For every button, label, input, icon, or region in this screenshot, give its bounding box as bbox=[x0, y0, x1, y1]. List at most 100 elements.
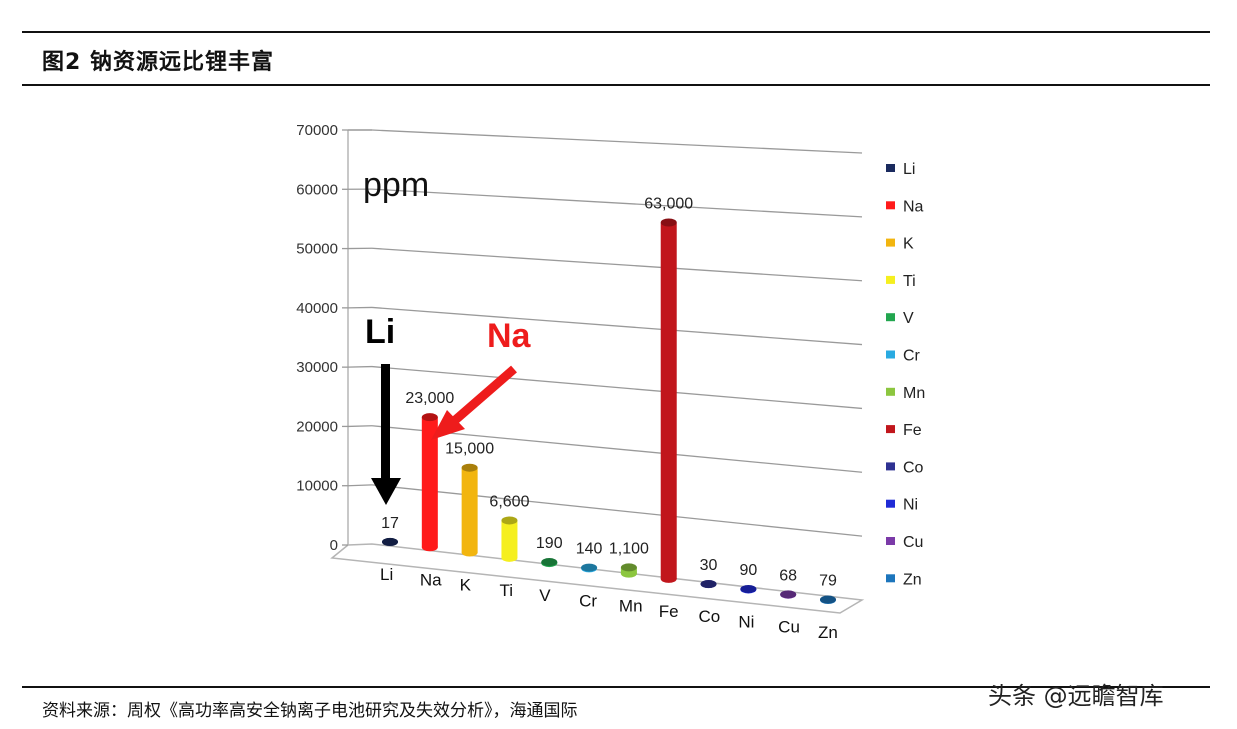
data-label-Cu: 68 bbox=[779, 567, 797, 584]
bar-top-Na bbox=[421, 413, 438, 422]
data-label-K: 15,000 bbox=[445, 441, 494, 458]
category-label-Ni: Ni bbox=[738, 612, 754, 631]
na-arrow-head bbox=[431, 410, 465, 440]
bar-top-Co bbox=[700, 580, 717, 589]
category-label-Cu: Cu bbox=[778, 618, 800, 637]
legend-label-K: K bbox=[903, 236, 914, 253]
gridline bbox=[371, 247, 863, 282]
legend-swatch-V bbox=[886, 313, 895, 322]
legend: Li Na K Ti V Cr Mn Fe Co Ni Cu Zn bbox=[886, 161, 925, 588]
bar-base-Mn bbox=[620, 569, 637, 578]
legend-label-Fe: Fe bbox=[903, 422, 922, 439]
category-label-Cr: Cr bbox=[579, 591, 597, 610]
figure-title: 图2 钠资源远比锂丰富 bbox=[42, 50, 274, 75]
category-label-Fe: Fe bbox=[659, 602, 679, 621]
legend-swatch-Co bbox=[886, 462, 895, 471]
bar-top-Mn bbox=[620, 563, 637, 572]
data-labels: 17 23,000 15,000 6,600 190 140 1,100 63,000 30 90… bbox=[381, 196, 837, 590]
watermark-text: 头条 @远瞻智库 bbox=[988, 682, 1164, 710]
gridline bbox=[371, 188, 863, 218]
legend-label-Zn: Zn bbox=[903, 571, 922, 588]
na-arrow-shaft bbox=[450, 365, 517, 426]
top-rule bbox=[22, 31, 1210, 33]
legend-label-Cr: Cr bbox=[903, 348, 921, 365]
bar-top-Li bbox=[382, 537, 398, 546]
bar-top-Cu bbox=[780, 590, 797, 599]
gridline-wall bbox=[347, 365, 373, 368]
category-label-Co: Co bbox=[699, 607, 721, 626]
source-note: 资料来源：周权《高功率高安全钠离子电池研究及失效分析》，海通国际 bbox=[42, 701, 578, 721]
gridline bbox=[371, 306, 863, 346]
gridline-wall bbox=[347, 484, 373, 487]
legend-label-Li: Li bbox=[903, 161, 915, 178]
gridline bbox=[371, 484, 863, 537]
li-arrow-head bbox=[371, 478, 401, 505]
legend-swatch-Mn bbox=[886, 387, 895, 396]
y-tick-label: 10000 bbox=[296, 478, 338, 495]
y-tick-label: 50000 bbox=[296, 241, 338, 258]
bars bbox=[382, 218, 836, 604]
data-label-Mn: 1,100 bbox=[609, 540, 649, 557]
data-label-Cr: 140 bbox=[576, 541, 603, 558]
category-labels: Li Na K Ti V Cr Mn Fe Co Ni Cu Zn bbox=[380, 565, 838, 642]
bar-top-Cr bbox=[581, 563, 598, 572]
category-label-Li: Li bbox=[380, 565, 393, 584]
data-label-Na: 23,000 bbox=[405, 390, 454, 407]
bar-top-Ti bbox=[501, 516, 518, 525]
data-label-V: 190 bbox=[536, 535, 563, 552]
legend-label-Cu: Cu bbox=[903, 534, 923, 551]
gridline bbox=[371, 425, 863, 473]
bar-top-K bbox=[461, 463, 478, 472]
data-label-Fe: 63,000 bbox=[644, 196, 693, 213]
category-label-Mn: Mn bbox=[619, 597, 643, 616]
bar-base-K bbox=[461, 548, 478, 557]
legend-label-Co: Co bbox=[903, 459, 924, 476]
y-axis: 0 10000 20000 30000 40000 50000 60000 70000 bbox=[296, 122, 348, 554]
gridline bbox=[371, 129, 863, 154]
bar-base-Fe bbox=[660, 574, 677, 583]
unit-label: ppm bbox=[363, 166, 429, 204]
legend-swatch-Ti bbox=[886, 275, 895, 284]
bar-K bbox=[461, 467, 478, 553]
na-annotation: Na bbox=[431, 317, 532, 440]
grid-lines bbox=[330, 129, 865, 614]
category-label-Ti: Ti bbox=[499, 581, 513, 600]
legend-label-Ni: Ni bbox=[903, 497, 918, 514]
bottom-rule bbox=[22, 686, 1210, 688]
bar-top-Fe bbox=[660, 218, 677, 227]
legend-label-Mn: Mn bbox=[903, 385, 925, 402]
category-label-Zn: Zn bbox=[818, 623, 838, 642]
chart-floor bbox=[330, 543, 865, 614]
category-label-V: V bbox=[539, 586, 551, 605]
gridline bbox=[371, 365, 863, 410]
legend-swatch-Na bbox=[886, 201, 895, 210]
bar-Ti bbox=[501, 520, 518, 558]
bar-top-Ni bbox=[740, 584, 757, 593]
li-arrow-shaft bbox=[381, 364, 390, 482]
bar-base-Ti bbox=[501, 553, 518, 562]
legend-swatch-Zn bbox=[886, 574, 895, 583]
data-label-Co: 30 bbox=[700, 557, 718, 574]
category-label-K: K bbox=[460, 576, 472, 595]
legend-label-Na: Na bbox=[903, 198, 924, 215]
bar-top-V bbox=[541, 558, 558, 567]
y-tick-label: 70000 bbox=[296, 122, 338, 139]
category-label-Na: Na bbox=[420, 570, 442, 589]
bar-Fe bbox=[660, 222, 677, 579]
data-label-Li: 17 bbox=[381, 515, 399, 532]
y-tick-label: 40000 bbox=[296, 300, 338, 317]
legend-swatch-Fe bbox=[886, 425, 895, 434]
na-annotation-label: Na bbox=[487, 317, 532, 355]
y-tick-label: 20000 bbox=[296, 418, 338, 435]
bar-Na bbox=[421, 417, 438, 548]
bar-top-Zn bbox=[820, 595, 836, 604]
bar-base-Na bbox=[421, 543, 438, 552]
legend-swatch-Ni bbox=[886, 499, 895, 508]
li-annotation: Li bbox=[365, 313, 401, 505]
y-tick-label: 30000 bbox=[296, 359, 338, 376]
title-underline bbox=[22, 84, 1210, 86]
legend-swatch-Cu bbox=[886, 537, 895, 545]
data-label-Zn: 79 bbox=[819, 573, 837, 590]
data-label-Ti: 6,600 bbox=[489, 493, 529, 510]
